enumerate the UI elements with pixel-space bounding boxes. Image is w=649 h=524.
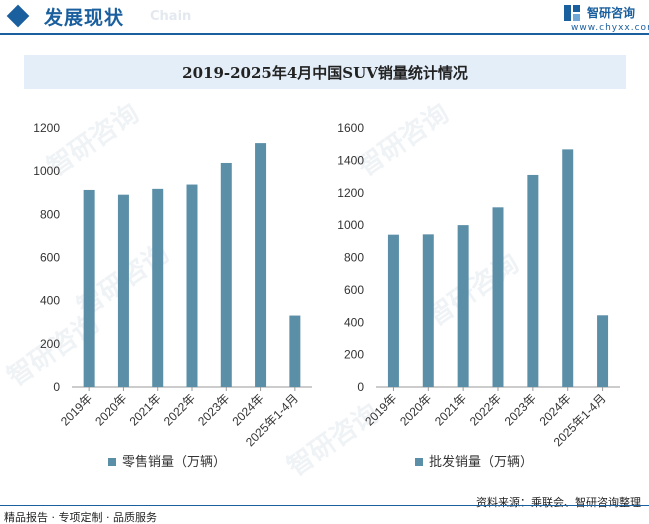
y-tick-label: 1400 <box>337 153 364 167</box>
y-tick-label: 1600 <box>337 121 364 135</box>
legend-entry: 零售销量（万辆） <box>122 454 226 469</box>
legend-swatch <box>415 458 423 466</box>
chart-title-band: 2019-2025年4月中国SUV销量统计情况 <box>24 55 626 89</box>
x-tick-label: 2019年 <box>58 391 95 428</box>
header: 发展现状 Chain 智研咨询 www.chyxx.com <box>0 0 649 34</box>
x-tick-label: 2023年 <box>195 391 232 428</box>
y-tick-label: 200 <box>40 337 60 351</box>
bar <box>457 225 469 387</box>
section-title: 发展现状 <box>44 7 125 29</box>
bar <box>255 143 267 387</box>
y-tick-label: 800 <box>344 251 364 265</box>
bar <box>562 149 574 387</box>
y-tick-label: 1000 <box>33 164 60 178</box>
y-tick-label: 600 <box>344 283 364 297</box>
bar <box>597 315 609 387</box>
y-tick-label: 800 <box>40 207 60 221</box>
y-tick-label: 1200 <box>33 121 60 135</box>
x-tick-label: 2020年 <box>92 391 129 428</box>
legend-swatch <box>108 458 116 466</box>
y-tick-label: 400 <box>40 294 60 308</box>
bar <box>289 315 301 387</box>
y-tick-label: 0 <box>357 380 364 394</box>
x-tick-label: 2019年 <box>362 391 399 428</box>
brand-name: 智研咨询 <box>587 6 636 20</box>
x-tick-label: 2021年 <box>432 391 469 428</box>
legend-entry: 批发销量（万辆） <box>429 454 533 469</box>
bar <box>186 184 198 387</box>
y-tick-label: 600 <box>40 251 60 265</box>
bar <box>492 207 504 387</box>
section-subtitle: Chain <box>150 9 192 24</box>
y-tick-label: 1200 <box>337 186 364 200</box>
y-tick-label: 200 <box>344 348 364 362</box>
chart-title: 2019-2025年4月中国SUV销量统计情况 <box>182 64 468 82</box>
y-tick-label: 1000 <box>337 218 364 232</box>
bar <box>527 174 539 387</box>
y-tick-label: 400 <box>344 315 364 329</box>
footer-tagline: 精品报告 · 专项定制 · 品质服务 <box>4 511 157 524</box>
footer-divider <box>0 505 649 506</box>
brand-logo-icon <box>564 5 580 21</box>
bar <box>152 188 164 387</box>
source-note: 资料来源：乘联会、智研咨询整理 <box>476 496 641 509</box>
bar <box>422 234 434 387</box>
x-tick-label: 2020年 <box>397 391 434 428</box>
x-tick-label: 2022年 <box>467 391 504 428</box>
brand-url: www.chyxx.com <box>571 23 649 33</box>
bar <box>83 189 95 387</box>
bar <box>220 162 232 387</box>
bar <box>117 194 129 387</box>
y-tick-label: 0 <box>53 380 60 394</box>
bar <box>387 234 399 387</box>
header-divider <box>0 33 649 35</box>
x-tick-label: 2022年 <box>161 391 198 428</box>
x-tick-label: 2023年 <box>502 391 539 428</box>
x-tick-label: 2021年 <box>127 391 164 428</box>
